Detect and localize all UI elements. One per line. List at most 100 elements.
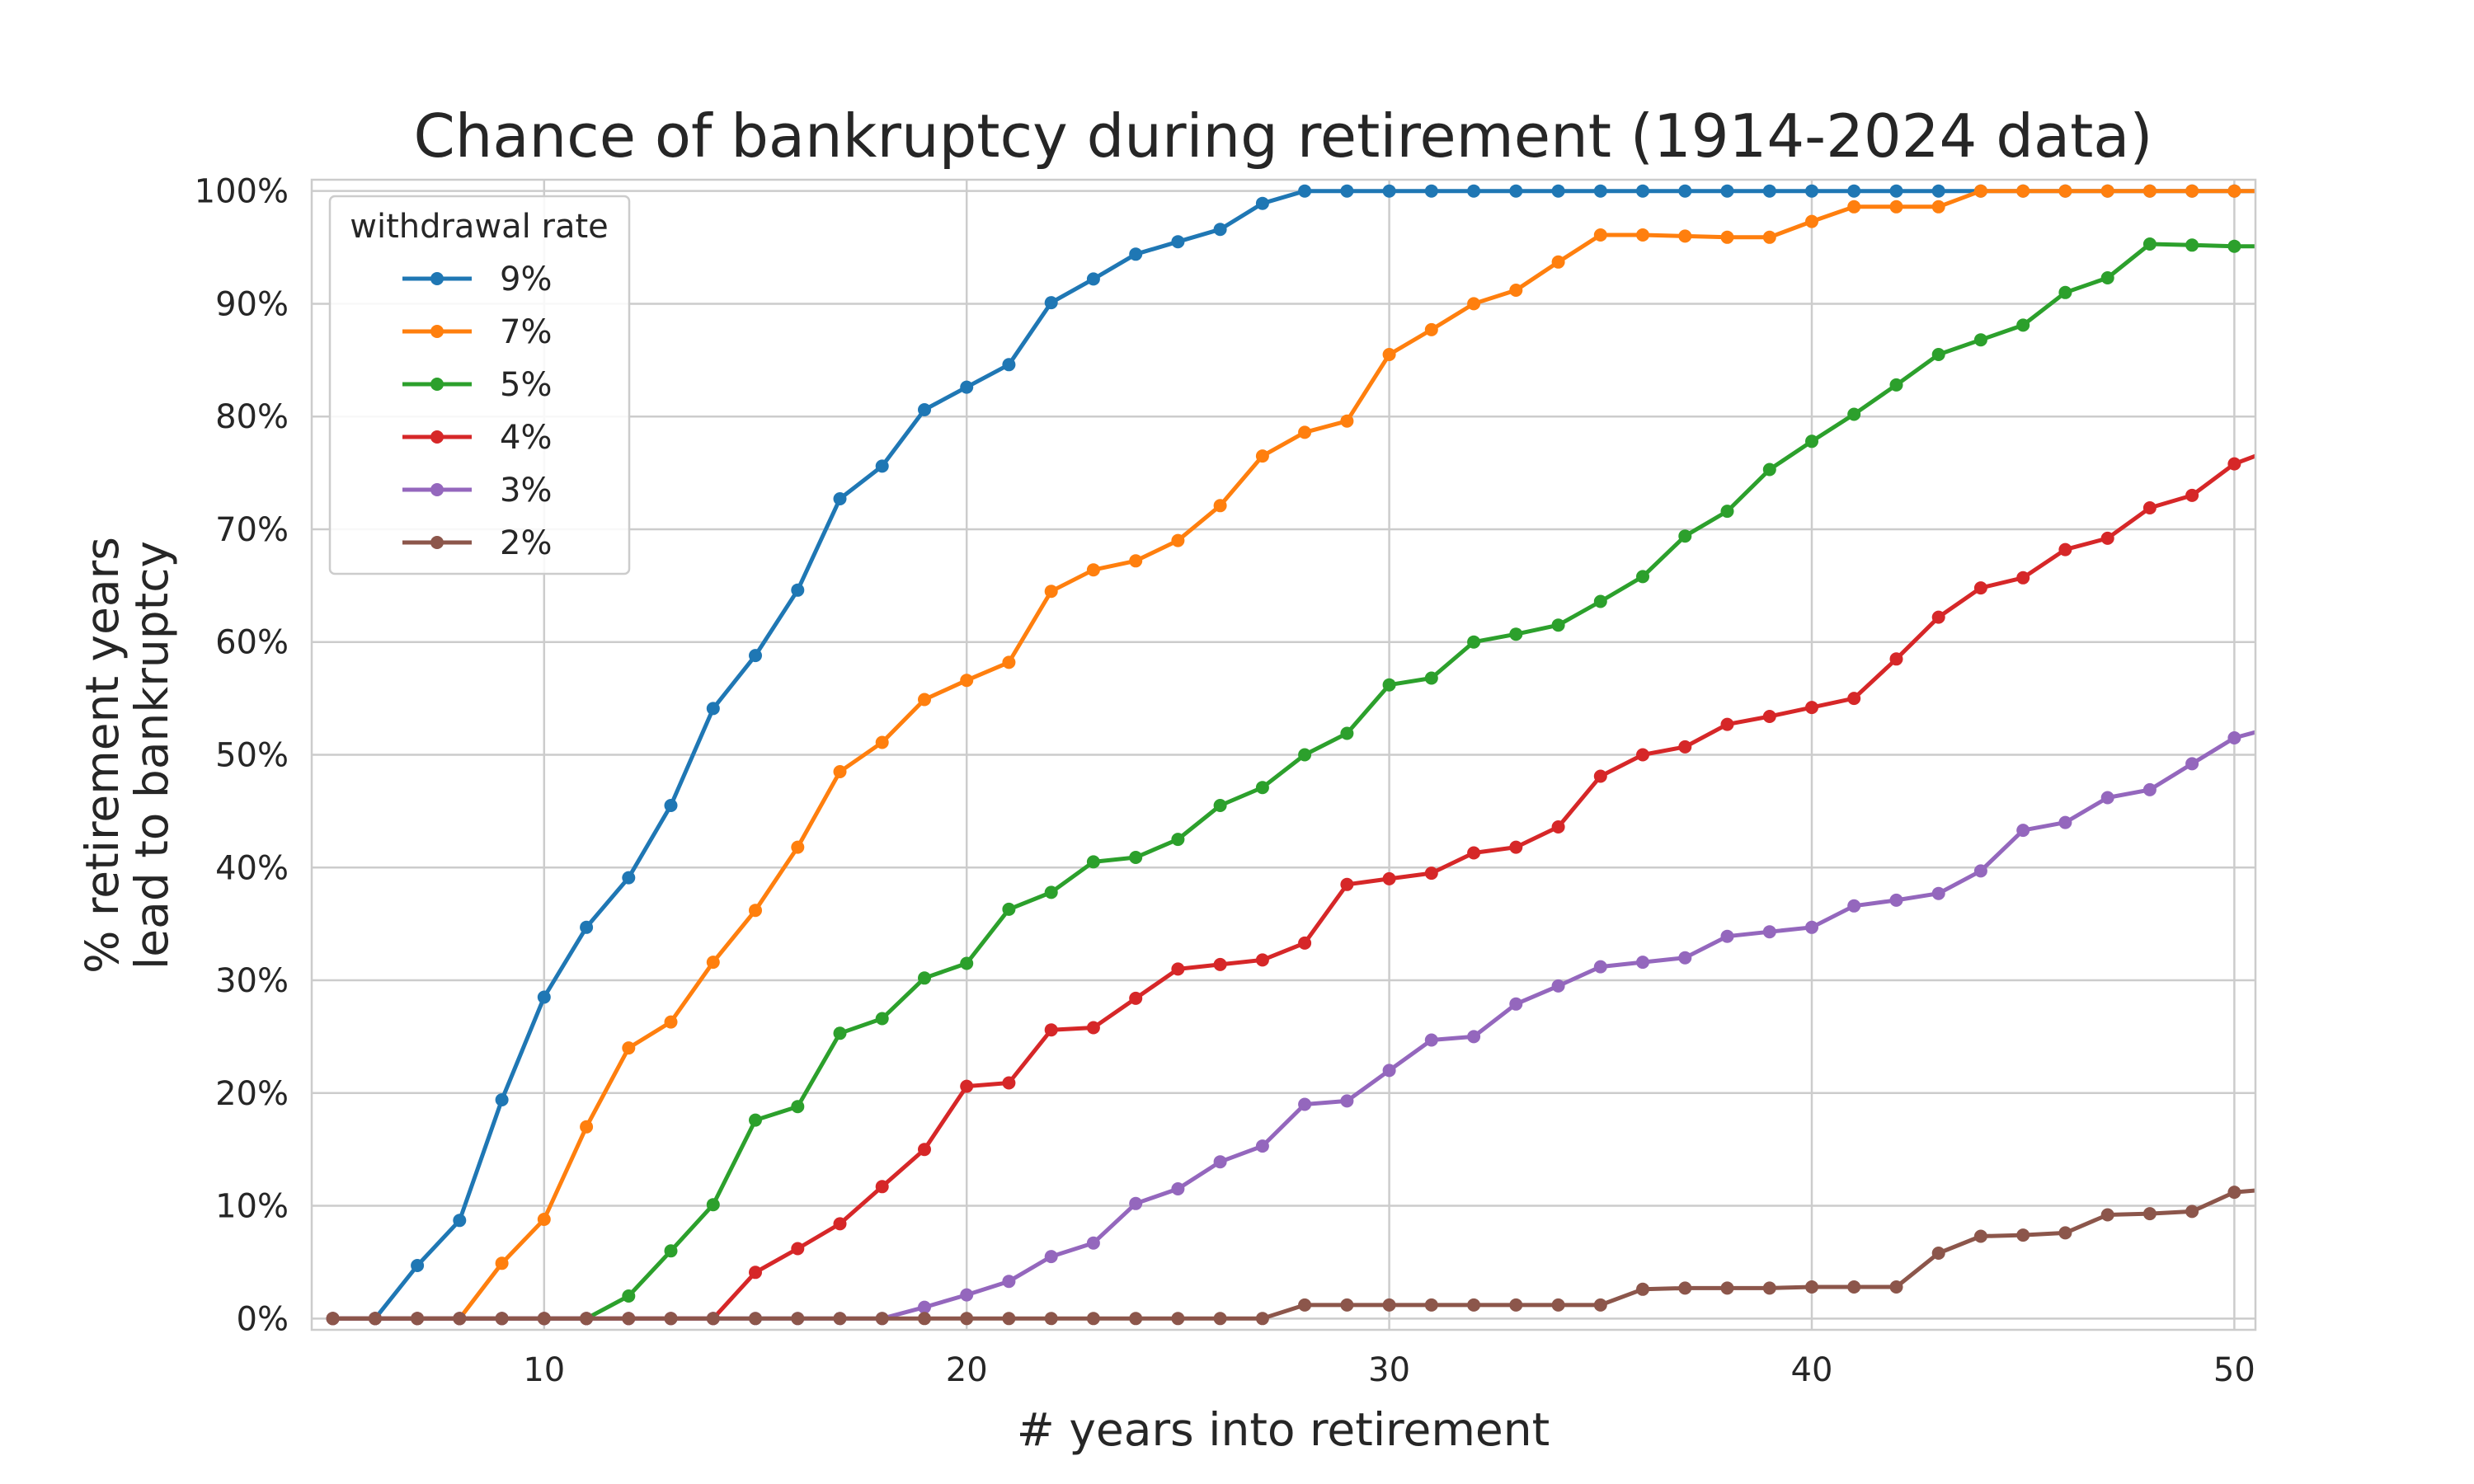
point-2%-6 bbox=[368, 1312, 382, 1326]
point-4%-46 bbox=[2058, 542, 2072, 556]
point-4%-48 bbox=[2142, 501, 2157, 514]
point-2%-23 bbox=[1086, 1312, 1100, 1326]
y-axis-label-line-1: % retirement years bbox=[76, 537, 129, 974]
x-tick-label-50: 50 bbox=[2213, 1351, 2255, 1389]
chart-title: Chance of bankruptcy during retirement (… bbox=[413, 101, 2152, 171]
point-7%-22 bbox=[1044, 585, 1058, 599]
point-2%-42 bbox=[1889, 1280, 1903, 1294]
point-5%-44 bbox=[1973, 333, 1987, 347]
point-3%-42 bbox=[1889, 893, 1903, 907]
y-tick-label-4: 40% bbox=[215, 849, 289, 887]
point-7%-33 bbox=[1509, 284, 1523, 297]
point-5%-29 bbox=[1340, 726, 1354, 740]
point-3%-30 bbox=[1382, 1064, 1396, 1078]
legend-title: withdrawal rate bbox=[350, 208, 609, 246]
point-4%-29 bbox=[1340, 877, 1354, 891]
point-4%-15 bbox=[749, 1266, 762, 1280]
point-2%-10 bbox=[537, 1312, 551, 1326]
point-7%-46 bbox=[2058, 184, 2072, 198]
point-4%-50 bbox=[2227, 457, 2241, 471]
point-5%-15 bbox=[749, 1113, 762, 1127]
point-5%-35 bbox=[1593, 594, 1607, 608]
point-3%-40 bbox=[1805, 920, 1818, 934]
point-9%-20 bbox=[960, 380, 974, 394]
point-7%-23 bbox=[1086, 563, 1100, 577]
point-2%-39 bbox=[1762, 1281, 1776, 1295]
point-4%-20 bbox=[960, 1079, 974, 1093]
point-2%-8 bbox=[453, 1312, 467, 1326]
point-9%-19 bbox=[918, 403, 931, 416]
point-9%-33 bbox=[1509, 184, 1523, 198]
point-9%-12 bbox=[622, 871, 636, 885]
point-7%-25 bbox=[1171, 533, 1185, 547]
y-tick-label-7: 70% bbox=[215, 511, 289, 549]
y-tick-label-8: 80% bbox=[215, 398, 289, 436]
point-4%-47 bbox=[2100, 531, 2114, 545]
point-2%-11 bbox=[580, 1312, 594, 1326]
point-4%-25 bbox=[1171, 962, 1185, 976]
point-2%-22 bbox=[1044, 1312, 1058, 1326]
point-4%-17 bbox=[833, 1217, 847, 1231]
point-7%-43 bbox=[1931, 200, 1945, 214]
point-9%-15 bbox=[749, 649, 762, 663]
point-9%-9 bbox=[495, 1093, 509, 1106]
point-3%-36 bbox=[1636, 956, 1649, 970]
point-3%-37 bbox=[1678, 951, 1692, 965]
point-2%-47 bbox=[2100, 1208, 2114, 1222]
point-7%-17 bbox=[833, 765, 847, 778]
point-3%-34 bbox=[1551, 979, 1565, 993]
point-7%-30 bbox=[1382, 348, 1396, 361]
legend-label-5%: 5% bbox=[500, 366, 552, 404]
point-5%-22 bbox=[1044, 885, 1058, 899]
point-2%-7 bbox=[411, 1312, 425, 1326]
point-9%-40 bbox=[1805, 184, 1818, 198]
point-7%-45 bbox=[2016, 184, 2030, 198]
point-9%-31 bbox=[1424, 184, 1438, 198]
point-4%-16 bbox=[791, 1242, 805, 1256]
point-2%-18 bbox=[875, 1312, 889, 1326]
point-3%-26 bbox=[1213, 1155, 1227, 1169]
point-4%-22 bbox=[1044, 1023, 1058, 1037]
point-3%-32 bbox=[1467, 1030, 1481, 1044]
point-3%-44 bbox=[1973, 864, 1987, 878]
point-9%-22 bbox=[1044, 296, 1058, 310]
point-2%-20 bbox=[960, 1312, 974, 1326]
point-2%-29 bbox=[1340, 1298, 1354, 1312]
point-9%-37 bbox=[1678, 184, 1692, 198]
point-2%-12 bbox=[622, 1312, 636, 1326]
point-9%-26 bbox=[1213, 223, 1227, 237]
point-9%-28 bbox=[1298, 184, 1312, 198]
legend-marker-7% bbox=[430, 325, 444, 338]
point-2%-28 bbox=[1298, 1298, 1312, 1312]
legend-marker-9% bbox=[430, 272, 444, 285]
point-4%-30 bbox=[1382, 871, 1396, 885]
point-9%-32 bbox=[1467, 184, 1481, 198]
point-5%-21 bbox=[1002, 902, 1016, 916]
legend-items: 9% 7% 5% 4% 3% 2% bbox=[402, 261, 552, 562]
legend-marker-5% bbox=[430, 378, 444, 391]
legend-label-2%: 2% bbox=[500, 524, 552, 562]
point-5%-31 bbox=[1424, 671, 1438, 685]
point-2%-44 bbox=[1973, 1229, 1987, 1243]
legend-item-3%: 3% bbox=[402, 472, 552, 510]
point-5%-49 bbox=[2185, 238, 2199, 252]
point-3%-45 bbox=[2016, 824, 2030, 838]
point-4%-49 bbox=[2185, 488, 2199, 502]
point-4%-36 bbox=[1636, 748, 1649, 762]
point-2%-35 bbox=[1593, 1298, 1607, 1312]
point-9%-18 bbox=[875, 459, 889, 473]
point-3%-46 bbox=[2058, 815, 2072, 829]
point-9%-39 bbox=[1762, 184, 1776, 198]
point-2%-24 bbox=[1129, 1312, 1143, 1326]
point-5%-41 bbox=[1847, 407, 1861, 421]
point-3%-25 bbox=[1171, 1182, 1185, 1195]
y-axis-label: % retirement years lead to bankruptcy bbox=[76, 537, 178, 974]
point-7%-26 bbox=[1213, 499, 1227, 513]
point-9%-30 bbox=[1382, 184, 1396, 198]
point-4%-37 bbox=[1678, 740, 1692, 754]
point-7%-14 bbox=[706, 956, 720, 970]
point-3%-21 bbox=[1002, 1275, 1016, 1289]
point-2%-16 bbox=[791, 1312, 805, 1326]
point-4%-32 bbox=[1467, 846, 1481, 860]
